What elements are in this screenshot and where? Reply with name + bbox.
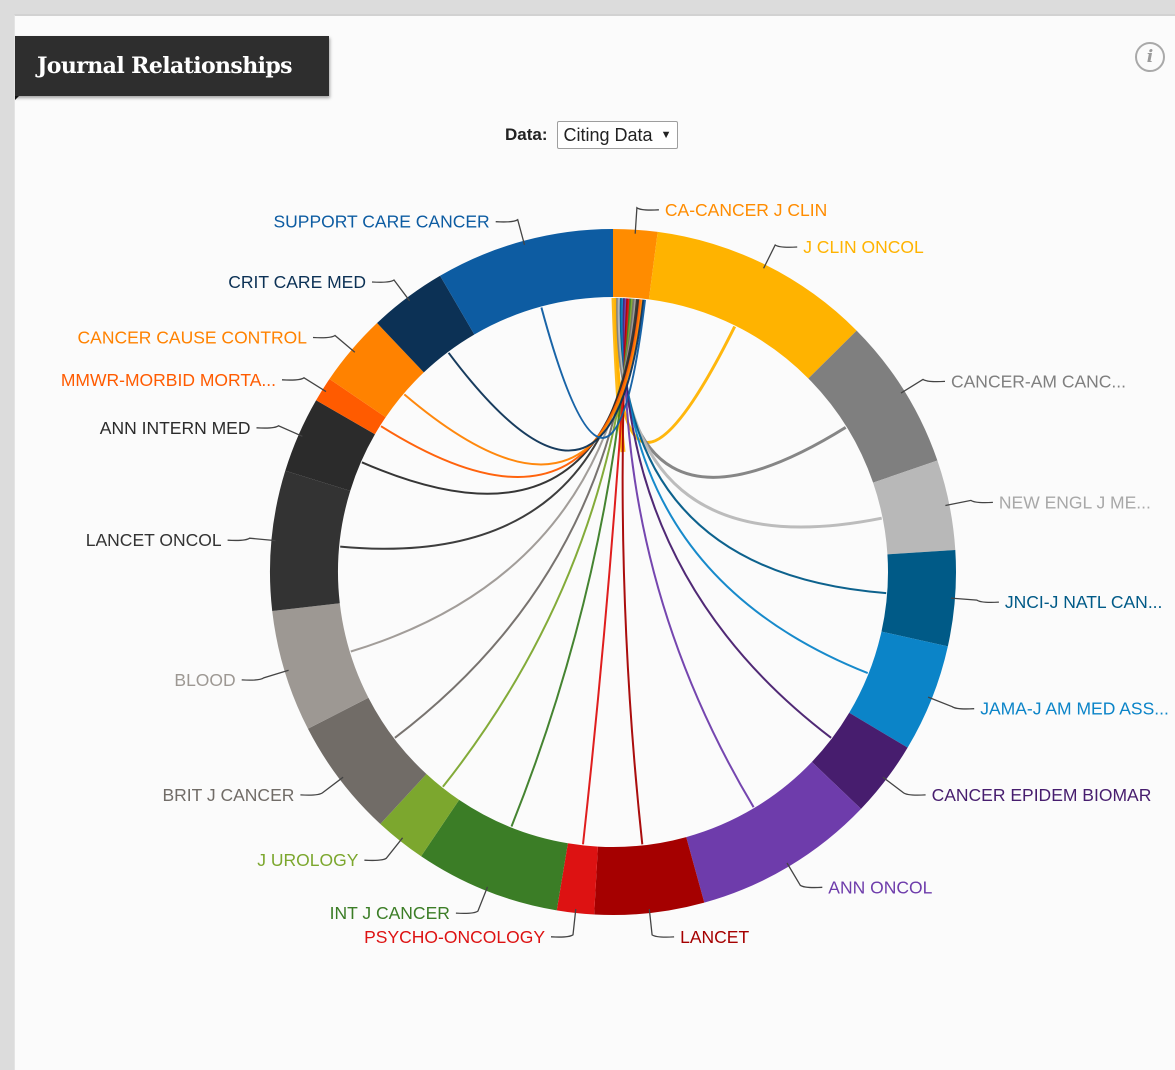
label-leader-line: [900, 378, 946, 394]
chord-link-cancer-am-canc[interactable]: [616, 297, 847, 479]
chord-link-ann-intern-med[interactable]: [361, 299, 640, 495]
chord-link-support-care-cancer[interactable]: [540, 299, 646, 439]
chord-label-blood[interactable]: BLOOD: [174, 670, 235, 690]
data-selector: Data: Citing Data ▼: [505, 120, 679, 150]
chord-arc-lancet-oncol[interactable]: [270, 470, 351, 611]
label-leader-line: [256, 425, 303, 437]
chord-arc-ann-oncol[interactable]: [686, 761, 862, 903]
label-leader-line: [455, 886, 489, 914]
chord-arc-cancer-am-canc[interactable]: [808, 330, 938, 483]
chord-arc-j-clin-oncol[interactable]: [648, 231, 857, 379]
label-leader-line: [927, 696, 975, 710]
chord-arc-crit-care-med[interactable]: [377, 275, 475, 373]
label-leader-line: [312, 334, 356, 353]
chord-label-cancer-cause-control[interactable]: CANCER CAUSE CONTROL: [78, 328, 308, 348]
label-leader-line: [495, 218, 526, 245]
chord-links: [340, 297, 887, 845]
info-icon[interactable]: i: [1135, 42, 1165, 72]
chord-link-int-j-cancer[interactable]: [510, 298, 632, 827]
chord-labels: CA-CANCER J CLIN J CLIN ONCOL CANCER-AM CA…: [61, 200, 1169, 947]
chord-label-ca-cancer-j-clin[interactable]: CA-CANCER J CLIN: [665, 200, 827, 220]
chord-arc-int-j-cancer[interactable]: [421, 799, 568, 911]
chord-label-support-care-cancer[interactable]: SUPPORT CARE CANCER: [273, 212, 489, 232]
chord-arc-blood[interactable]: [272, 603, 369, 729]
chevron-down-icon: ▼: [660, 129, 672, 141]
chord-arc-brit-j-cancer[interactable]: [307, 697, 427, 825]
label-leader-line: [648, 909, 675, 938]
label-leader-line: [786, 862, 823, 889]
chord-label-j-clin-oncol[interactable]: J CLIN ONCOL: [803, 237, 924, 257]
chord-link-ann-oncol[interactable]: [623, 298, 755, 808]
chord-arc-support-care-cancer[interactable]: [440, 229, 613, 335]
chord-arc-jnci-j-natl-can[interactable]: [881, 550, 956, 647]
chord-label-cancer-epidem-biomar[interactable]: CANCER EPIDEM BIOMAR: [932, 785, 1152, 805]
chord-arc-ca-cancer-j-clin[interactable]: [613, 229, 658, 300]
chord-link-self-band: [611, 297, 626, 453]
label-leader-line: [950, 597, 999, 603]
label-leader-line: [227, 537, 276, 542]
chord-arc-cancer-cause-control[interactable]: [329, 323, 424, 418]
chord-label-crit-care-med[interactable]: CRIT CARE MED: [228, 272, 366, 292]
data-select-dropdown[interactable]: Citing Data ▼: [556, 121, 679, 149]
chord-link-lancet-oncol[interactable]: [340, 299, 638, 550]
chord-arc-psycho-oncology[interactable]: [556, 843, 598, 915]
chord-arc-lancet[interactable]: [594, 837, 705, 915]
label-leader-line: [371, 279, 411, 302]
chord-label-lancet-oncol[interactable]: LANCET ONCOL: [86, 530, 222, 550]
data-selector-label: Data:: [505, 125, 548, 144]
chord-label-brit-j-cancer[interactable]: BRIT J CANCER: [162, 785, 294, 805]
chord-label-lancet[interactable]: LANCET: [680, 927, 749, 947]
chord-label-ann-intern-med[interactable]: ANN INTERN MED: [100, 418, 251, 438]
chord-arc-new-engl-j-me[interactable]: [873, 460, 956, 555]
chord-arc-ann-intern-med[interactable]: [285, 400, 375, 491]
chord-arc-jama-j-am-med-ass[interactable]: [849, 631, 948, 748]
chord-label-ann-oncol[interactable]: ANN ONCOL: [828, 877, 932, 897]
label-leader-line: [634, 206, 659, 234]
label-leader-line: [364, 837, 404, 862]
chord-arc-cancer-epidem-biomar[interactable]: [811, 712, 908, 809]
label-leader-line: [945, 499, 993, 507]
chord-link-mmwr-morbid-morta[interactable]: [380, 299, 642, 478]
chord-label-psycho-oncology[interactable]: PSYCHO-ONCOLOGY: [364, 927, 545, 947]
label-leader-line: [763, 244, 798, 269]
label-leader-line: [241, 669, 289, 681]
label-leader-line: [300, 776, 344, 796]
title-fold-decoration: [15, 96, 19, 106]
data-select-value: Citing Data: [563, 124, 653, 145]
chord-label-j-urology[interactable]: J UROLOGY: [257, 850, 358, 870]
chord-arc-mmwr-morbid-morta[interactable]: [316, 378, 386, 435]
chord-arc-j-urology[interactable]: [380, 774, 460, 857]
chord-label-new-engl-j-me[interactable]: NEW ENGL J ME...: [999, 492, 1151, 512]
chord-label-jama-j-am-med-ass[interactable]: JAMA-J AM MED ASS...: [980, 699, 1169, 719]
panel-title: Journal Relationships: [15, 36, 329, 96]
chord-label-cancer-am-canc[interactable]: CANCER-AM CANC...: [951, 371, 1126, 391]
chord-label-jnci-j-natl-can[interactable]: JNCI-J NATL CAN...: [1005, 592, 1163, 612]
chord-label-mmwr-morbid-morta[interactable]: MMWR-MORBID MORTA...: [61, 370, 276, 390]
label-leader-line: [550, 908, 577, 938]
chord-link-cancer-cause-control[interactable]: [403, 299, 643, 466]
chord-link-crit-care-med[interactable]: [447, 299, 645, 452]
chord-label-int-j-cancer[interactable]: INT J CANCER: [330, 903, 450, 923]
chord-arcs: [270, 229, 956, 915]
label-leader-line: [281, 377, 327, 393]
label-leader-line: [882, 776, 926, 796]
chord-link-new-engl-j-me[interactable]: [617, 298, 882, 529]
